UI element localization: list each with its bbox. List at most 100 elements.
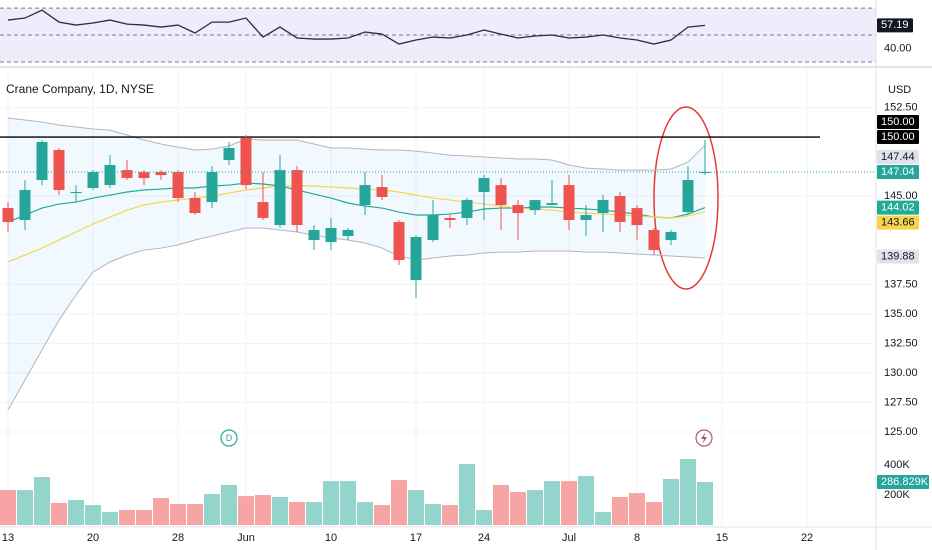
volume-bar xyxy=(221,484,237,525)
volume-bar xyxy=(34,477,50,525)
price-label-box xyxy=(877,200,919,215)
candle-body xyxy=(274,170,286,226)
candle-body xyxy=(648,230,660,251)
x-tick-label: 10 xyxy=(325,532,337,544)
x-tick-label: 28 xyxy=(172,532,184,544)
price-label: 144.02 xyxy=(881,202,915,214)
x-tick-label: 13 xyxy=(2,532,14,544)
candle-body xyxy=(138,172,150,178)
y-tick-label: 135.00 xyxy=(884,308,918,320)
volume-tick-label: 400K xyxy=(884,459,910,471)
volume-bar xyxy=(578,475,594,525)
volume-bar xyxy=(170,504,186,525)
volume-bar xyxy=(391,480,407,525)
price-label: 150.00 xyxy=(881,116,915,128)
candle-body xyxy=(19,190,31,220)
candle-body xyxy=(308,230,320,241)
rsi-value-box xyxy=(877,18,913,33)
volume-bar xyxy=(323,481,339,525)
volume-bar xyxy=(272,496,288,525)
candle-body xyxy=(376,187,388,197)
earnings-icon[interactable] xyxy=(695,429,713,447)
volume-bar xyxy=(476,510,492,525)
candle-body xyxy=(461,200,473,218)
rsi-tick-label: 40.00 xyxy=(884,42,912,54)
currency-label: USD xyxy=(888,84,911,96)
volume-bar xyxy=(306,502,322,525)
lightning-icon xyxy=(701,432,707,444)
candle-body xyxy=(342,230,354,237)
candle-body xyxy=(172,172,184,199)
volume-bar xyxy=(238,496,254,525)
volume-bar xyxy=(697,482,713,525)
volume-bar xyxy=(0,490,16,525)
volume-bar xyxy=(153,498,169,525)
price-label: 139.88 xyxy=(881,250,915,262)
volume-bar xyxy=(680,459,696,525)
price-label: 147.44 xyxy=(881,151,915,163)
volume-bar xyxy=(136,510,152,525)
candle-body xyxy=(121,170,133,178)
volume-bar xyxy=(612,496,628,525)
price-label-box xyxy=(877,149,919,164)
volume-bar xyxy=(357,502,373,525)
volume-bar xyxy=(187,504,203,525)
candle-body xyxy=(563,185,575,220)
volume-bar xyxy=(255,495,271,525)
candle-body xyxy=(291,170,303,226)
volume-bar xyxy=(527,490,543,525)
candle-body xyxy=(257,202,269,218)
volume-bar xyxy=(544,481,560,525)
band-lower xyxy=(7,227,706,411)
event-label: D xyxy=(226,433,233,443)
candle-body xyxy=(104,165,116,186)
volume-bar xyxy=(85,505,101,525)
candle-body xyxy=(444,217,456,220)
chart-title: Crane Company, 1D, NYSE xyxy=(6,82,154,96)
candle-body xyxy=(359,185,371,206)
highlight-ellipse xyxy=(653,106,719,290)
moving-average xyxy=(7,182,706,223)
x-tick-label: Jun xyxy=(237,532,255,544)
price-label-box xyxy=(877,164,919,179)
volume-bar xyxy=(595,511,611,525)
candle-body xyxy=(325,228,337,243)
candle-body xyxy=(427,215,439,241)
price-label: 150.00 xyxy=(881,131,915,143)
price-label-box xyxy=(877,115,919,130)
x-tick-label: Jul xyxy=(562,532,576,544)
volume-bar xyxy=(629,493,645,525)
y-tick-label: 145.00 xyxy=(884,190,918,202)
y-tick-label: 132.50 xyxy=(884,337,918,349)
candle-body xyxy=(393,221,405,260)
candle-body xyxy=(53,150,65,191)
candle-body xyxy=(512,205,524,214)
candle-body xyxy=(206,172,218,203)
candle-body xyxy=(70,192,82,194)
candle-body xyxy=(478,177,490,193)
volume-bar xyxy=(425,504,441,525)
price-label-box xyxy=(877,249,919,264)
candle-body xyxy=(87,172,99,189)
volume-bar xyxy=(119,510,135,525)
candle-body xyxy=(2,208,14,222)
candle-body xyxy=(36,142,48,180)
volume-bar xyxy=(510,492,526,525)
candle-body xyxy=(495,185,507,206)
rsi-value-label: 57.19 xyxy=(881,19,909,31)
candle-body xyxy=(529,200,541,211)
y-tick-label: 127.50 xyxy=(884,396,918,408)
candle-body xyxy=(155,172,167,176)
price-label-box xyxy=(877,130,919,145)
x-tick-label: 15 xyxy=(716,532,728,544)
event-circle xyxy=(220,429,238,447)
x-tick-label: 8 xyxy=(634,532,640,544)
volume-bar xyxy=(17,490,33,525)
volume-bar xyxy=(493,484,509,525)
price-label-box xyxy=(877,215,919,230)
candle-body xyxy=(682,179,694,213)
candle-body xyxy=(240,137,252,186)
